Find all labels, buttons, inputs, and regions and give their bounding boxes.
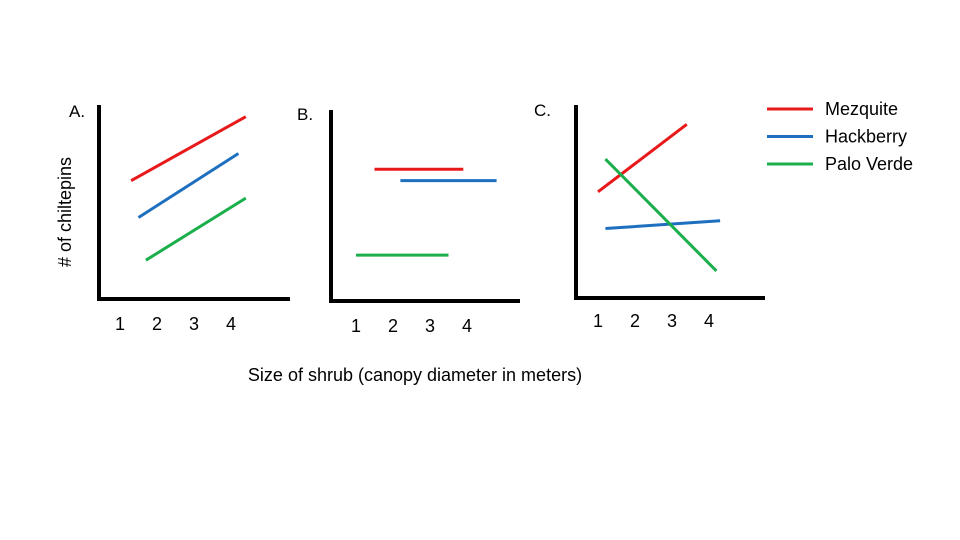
panel-a-series-hackberry: [137, 152, 240, 219]
legend-label-palo-verde: Palo Verde: [825, 154, 913, 174]
panel-a-series: [130, 115, 247, 262]
panel-c-x-tick: 3: [667, 311, 677, 331]
legend: Mezquite Hackberry Palo Verde: [767, 99, 913, 174]
panel-a: A. 1 2 3 4: [69, 102, 290, 334]
panel-c: C. 1 2 3 4: [534, 101, 765, 331]
panel-b-x-tick: 4: [462, 316, 472, 336]
panel-c-label: C.: [534, 101, 551, 120]
panel-c-series-palo-verde: [604, 157, 718, 273]
panel-a-ticks: 1 2 3 4: [115, 314, 236, 334]
panel-b-x-tick: 1: [351, 316, 361, 336]
panel-b-x-tick: 3: [425, 316, 435, 336]
panel-c-x-tick: 1: [593, 311, 603, 331]
panel-c-axes: [574, 105, 765, 300]
panel-a-x-tick: 1: [115, 314, 125, 334]
panel-a-series-mezquite: [130, 115, 247, 182]
panel-c-x-tick: 4: [704, 311, 714, 331]
panel-a-x-tick: 3: [189, 314, 199, 334]
panel-c-series: [597, 123, 721, 273]
x-axis-title: Size of shrub (canopy diameter in meters…: [248, 365, 582, 385]
panel-b: B. 1 2 3 4: [297, 105, 520, 336]
legend-label-mezquite: Mezquite: [825, 99, 898, 119]
panel-c-series-mezquite: [597, 123, 688, 194]
panel-c-ticks: 1 2 3 4: [593, 311, 714, 331]
panel-b-x-tick: 2: [388, 316, 398, 336]
panel-b-series: [356, 167, 497, 257]
panel-b-ticks: 1 2 3 4: [351, 316, 472, 336]
legend-label-hackberry: Hackberry: [825, 127, 907, 147]
panel-a-x-tick: 4: [226, 314, 236, 334]
panel-a-series-palo-verde: [145, 196, 247, 262]
panel-c-series-hackberry: [605, 219, 721, 231]
panel-a-x-tick: 2: [152, 314, 162, 334]
panel-a-axes: [97, 105, 290, 301]
y-axis-title: # of chiltepins: [55, 157, 75, 267]
panel-a-label: A.: [69, 102, 85, 121]
panel-b-axes: [329, 110, 520, 303]
panel-b-label: B.: [297, 105, 313, 124]
panel-c-x-tick: 2: [630, 311, 640, 331]
